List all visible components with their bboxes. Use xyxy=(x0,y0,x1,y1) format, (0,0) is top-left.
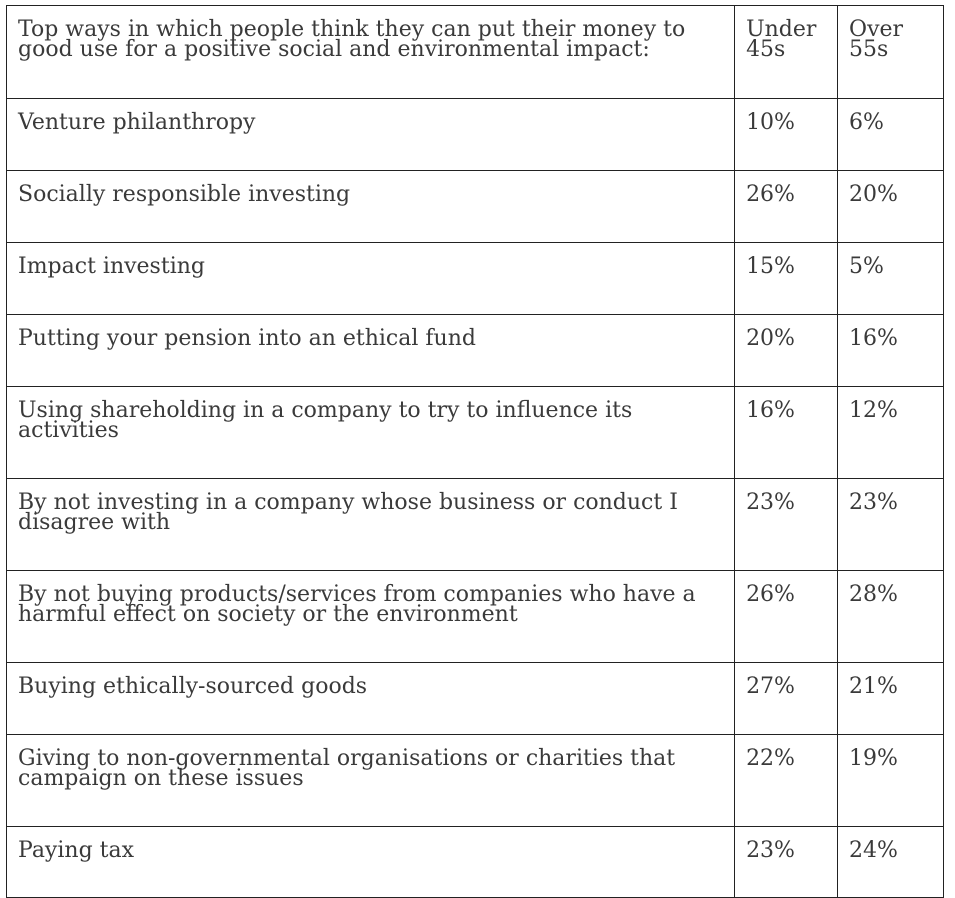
table-row: Venture philanthropy 10% 6% xyxy=(5,98,944,171)
row-over-55s-value: 12% xyxy=(837,386,944,479)
row-under-45s-value: 23% xyxy=(734,478,839,571)
row-label: Impact investing xyxy=(5,242,736,315)
table-row: By not investing in a company whose busi… xyxy=(5,478,944,571)
row-label: By not investing in a company whose busi… xyxy=(5,478,736,571)
row-over-55s-value: 24% xyxy=(837,826,944,898)
row-label: By not buying products/services from com… xyxy=(5,570,736,663)
row-under-45s-value: 27% xyxy=(734,662,839,735)
header-over-55s: Over 55s xyxy=(837,5,944,99)
row-over-55s-value: 23% xyxy=(837,478,944,571)
row-label: Socially responsible investing xyxy=(5,170,736,243)
row-over-55s-value: 5% xyxy=(837,242,944,315)
row-over-55s-value: 20% xyxy=(837,170,944,243)
row-over-55s-value: 28% xyxy=(837,570,944,663)
table-row: Using shareholding in a company to try t… xyxy=(5,386,944,479)
table-header-row: Top ways in which people think they can … xyxy=(5,5,944,99)
row-over-55s-value: 19% xyxy=(837,734,944,827)
row-over-55s-value: 16% xyxy=(837,314,944,387)
row-under-45s-value: 20% xyxy=(734,314,839,387)
survey-table: Top ways in which people think they can … xyxy=(5,5,944,898)
table-row: Giving to non-governmental organisations… xyxy=(5,734,944,827)
row-label: Buying ethically-sourced goods xyxy=(5,662,736,735)
row-label: Venture philanthropy xyxy=(5,98,736,171)
table-row: By not buying products/services from com… xyxy=(5,570,944,663)
row-under-45s-value: 26% xyxy=(734,570,839,663)
row-under-45s-value: 26% xyxy=(734,170,839,243)
row-under-45s-value: 23% xyxy=(734,826,839,898)
row-over-55s-value: 6% xyxy=(837,98,944,171)
row-under-45s-value: 15% xyxy=(734,242,839,315)
row-label: Using shareholding in a company to try t… xyxy=(5,386,736,479)
table-row: Putting your pension into an ethical fun… xyxy=(5,314,944,387)
header-under-45s: Under 45s xyxy=(734,5,839,99)
row-label: Paying tax xyxy=(5,826,736,898)
row-label: Giving to non-governmental organisations… xyxy=(5,734,736,827)
table-row: Paying tax 23% 24% xyxy=(5,826,944,898)
row-over-55s-value: 21% xyxy=(837,662,944,735)
table-row: Buying ethically-sourced goods 27% 21% xyxy=(5,662,944,735)
header-question: Top ways in which people think they can … xyxy=(5,5,736,99)
table-row: Socially responsible investing 26% 20% xyxy=(5,170,944,243)
row-under-45s-value: 16% xyxy=(734,386,839,479)
row-label: Putting your pension into an ethical fun… xyxy=(5,314,736,387)
row-under-45s-value: 10% xyxy=(734,98,839,171)
table-row: Impact investing 15% 5% xyxy=(5,242,944,315)
row-under-45s-value: 22% xyxy=(734,734,839,827)
